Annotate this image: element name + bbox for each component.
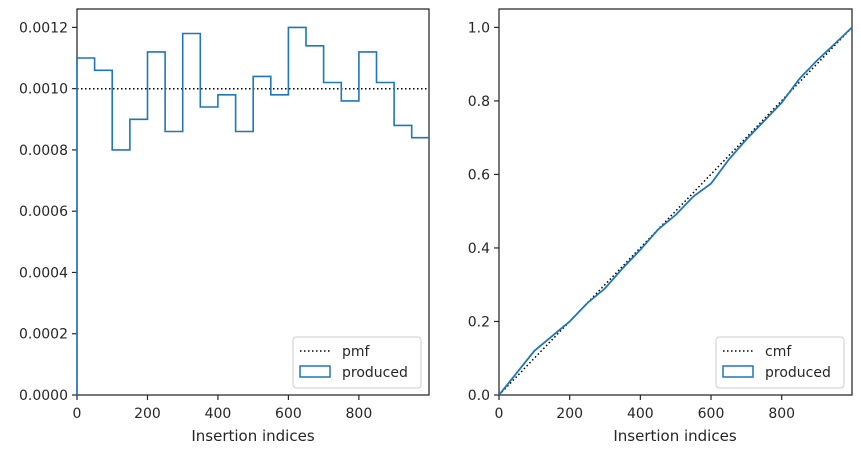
pmf-panel: 0 200 400 600 800 0.0000 0.0002 0.0004 0.0006 0.0…: [19, 8, 430, 445]
y-tick-label: 0.2: [468, 314, 490, 330]
cmf-panel: 0 200 400 600 800 0.0 0.2 0.4 0.6 0.8 1.0 Insertio…: [468, 8, 853, 445]
x-tick-label: 800: [768, 406, 795, 422]
x-tick-label: 600: [698, 406, 725, 422]
legend-label-produced: produced: [342, 365, 408, 381]
x-tick-label: 0: [495, 406, 504, 422]
x-tick-label: 400: [627, 406, 654, 422]
x-tick-label: 400: [205, 406, 232, 422]
y-tick-label: 1.0: [468, 20, 490, 36]
legend-box: [292, 336, 422, 389]
x-tick-label: 200: [134, 406, 161, 422]
x-tick-label: 0: [73, 406, 82, 422]
y-tick-label: 0.0008: [19, 143, 68, 159]
y-tick-label: 0.6: [468, 167, 490, 183]
y-tick-label: 0.0004: [19, 265, 68, 281]
x-tick-label: 200: [556, 406, 583, 422]
plot-frame: [498, 8, 853, 396]
y-tick-label: 0.0: [468, 388, 490, 404]
x-tick-label: 600: [275, 406, 302, 422]
tick-group: 0 200 400 600 800 0.0000 0.0002 0.0004 0.0006 0.0…: [19, 20, 372, 422]
series-group: [498, 26, 853, 396]
series-produced: [76, 26, 429, 395]
x-tick-label: 800: [346, 406, 373, 422]
y-tick-label: 0.0006: [19, 204, 68, 220]
legend-swatch-produced: [722, 365, 754, 378]
y-tick-label: 0.0000: [19, 388, 68, 404]
legend-box: [715, 336, 845, 389]
legend-label-cmf: cmf: [765, 344, 792, 360]
y-tick-label: 0.0002: [19, 327, 68, 343]
legend: cmf produced: [715, 336, 845, 389]
x-axis-label: Insertion indices: [613, 427, 736, 445]
legend: pmf produced: [292, 336, 422, 389]
y-tick-label: 0.8: [468, 94, 490, 110]
tick-group: 0 200 400 600 800 0.0 0.2 0.4 0.6 0.8 1.0: [468, 20, 795, 422]
y-tick-label: 0.4: [468, 241, 490, 257]
series-group: [76, 26, 429, 395]
legend-swatch-produced: [299, 365, 331, 378]
legend-label-pmf: pmf: [342, 344, 371, 360]
x-axis-label: Insertion indices: [191, 427, 314, 445]
y-tick-label: 0.0010: [19, 82, 68, 98]
legend-label-produced: produced: [765, 365, 831, 381]
series-produced: [498, 26, 853, 396]
y-tick-label: 0.0012: [19, 20, 68, 36]
